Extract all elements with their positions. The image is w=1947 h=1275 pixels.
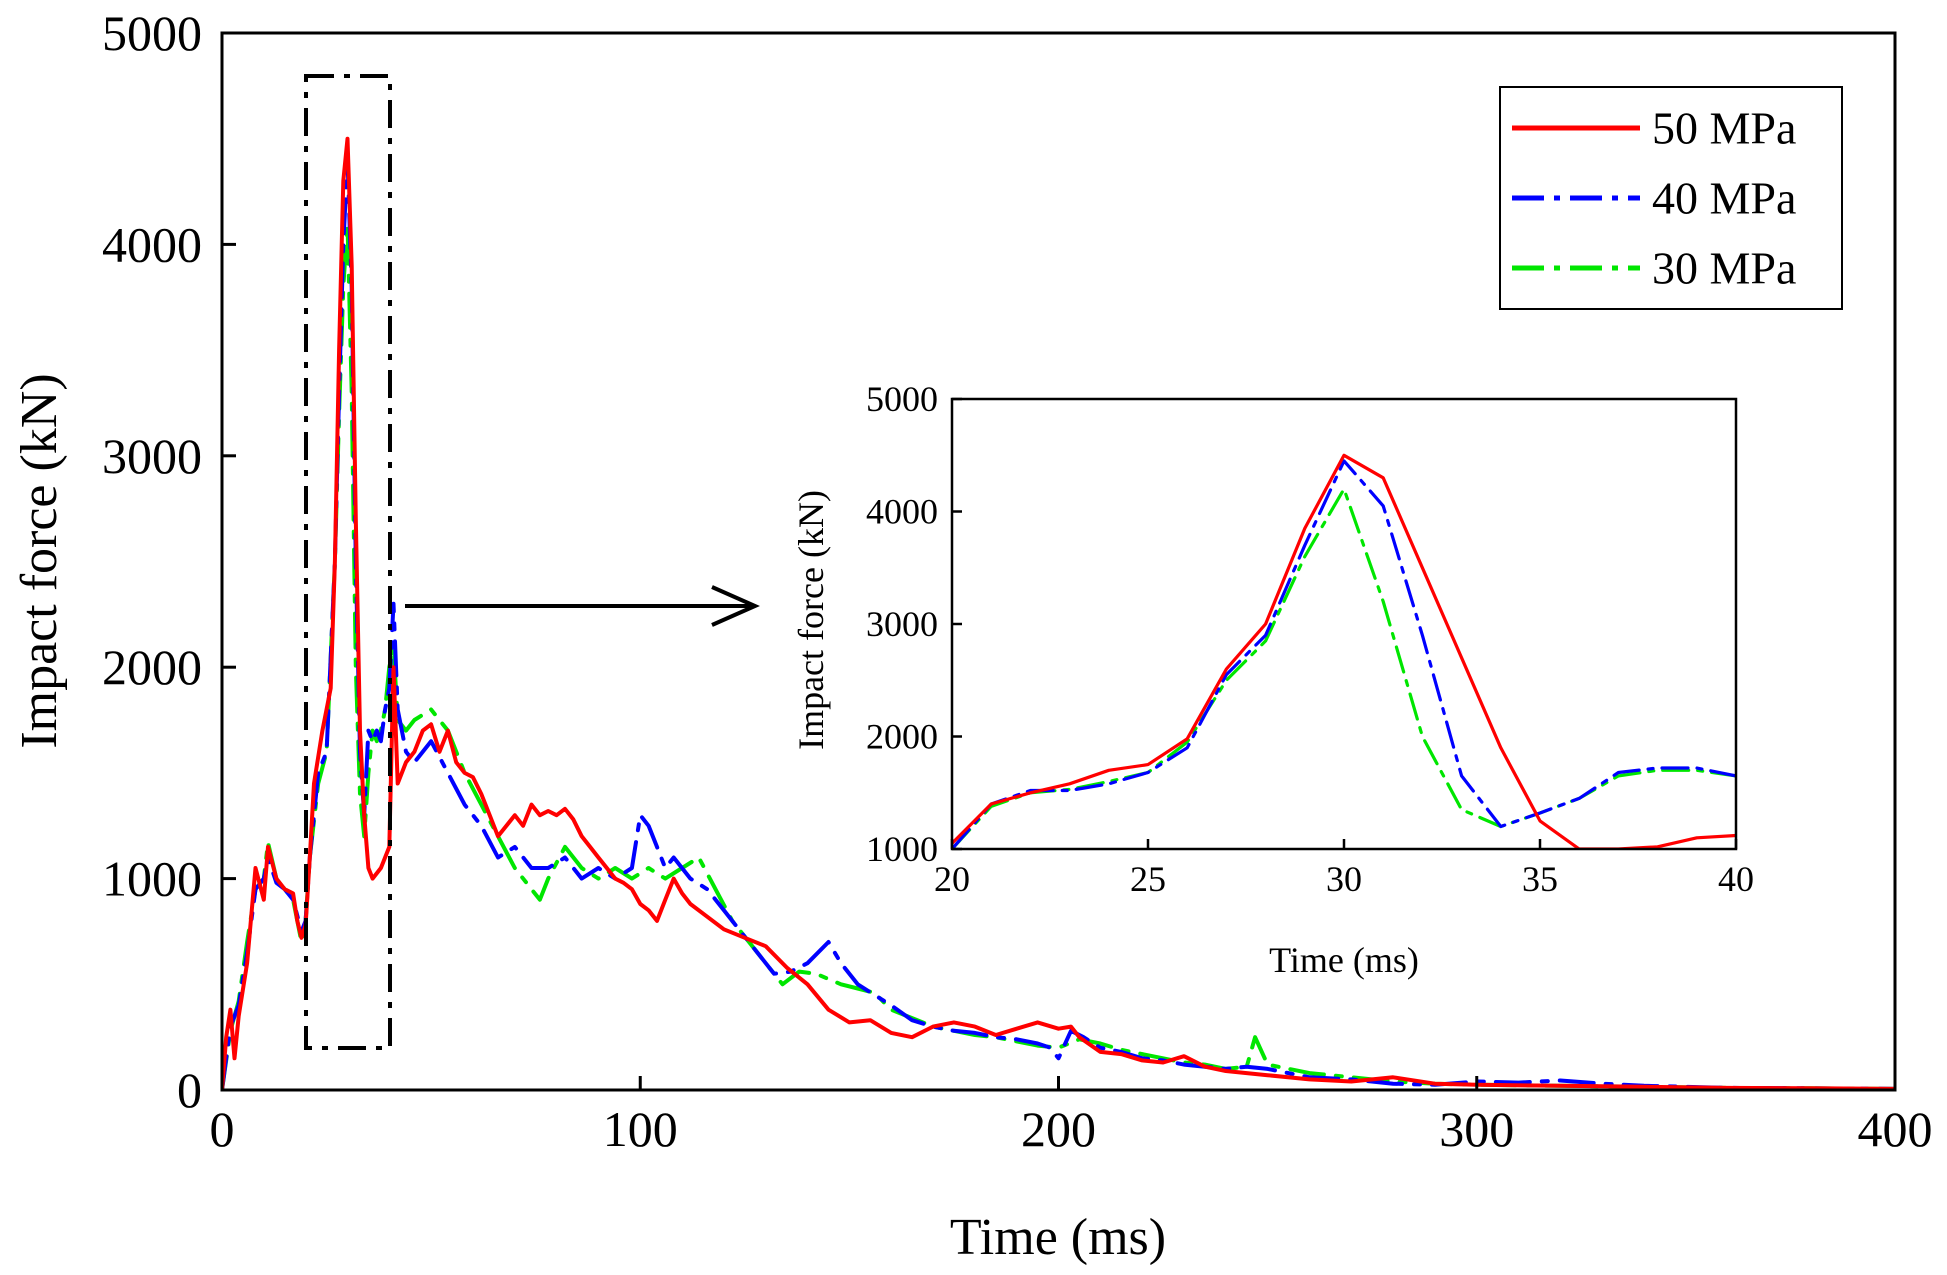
main-x-axis-title: Time (ms)	[950, 1209, 1166, 1266]
inset-x-tick-label: 30	[1326, 859, 1362, 899]
main-x-tick-label: 200	[1021, 1101, 1096, 1157]
main-series-50-mpa	[222, 136, 1895, 1090]
legend: 50 MPa 40 MPa 30 MPa	[1499, 86, 1843, 310]
zoom-indicator	[304, 74, 760, 1050]
zoom-region-box	[304, 74, 392, 1050]
legend-label-40-mpa: 40 MPa	[1652, 173, 1796, 224]
inset-plot-background	[952, 399, 1736, 849]
inset-y-tick-label: 3000	[866, 604, 938, 644]
legend-label-50-mpa: 50 MPa	[1652, 103, 1796, 154]
legend-label-30-mpa: 30 MPa	[1652, 243, 1796, 294]
main-x-ticks: 0 100 200 300 400	[210, 1076, 1933, 1157]
main-y-tick-label: 4000	[102, 216, 202, 272]
main-y-tick-label: 0	[177, 1062, 202, 1118]
main-plot: 0 100 200 300 400 0 1000 2000 3000 4000 5000 Time…	[11, 5, 1933, 1266]
inset-y-tick-label: 2000	[866, 717, 938, 757]
inset-plot: 20 25 30 35 40 1000 2000 3000 4000 5000 Time (ms…	[791, 379, 1754, 980]
inset-y-tick-label: 1000	[866, 829, 938, 869]
inset-x-tick-label: 35	[1522, 859, 1558, 899]
main-y-axis-title: Impact force (kN)	[11, 373, 68, 748]
main-y-tick-label: 5000	[102, 5, 202, 61]
inset-series-40-mpa	[952, 459, 1736, 849]
inset-x-axis-title: Time (ms)	[1269, 940, 1419, 980]
inset-y-tick-label: 4000	[866, 492, 938, 532]
main-y-tick-label: 1000	[102, 851, 202, 907]
main-x-tick-label: 0	[210, 1101, 235, 1157]
zoom-arrow-head	[711, 585, 760, 627]
inset-series-50-mpa	[952, 453, 1736, 849]
inset-series-group	[952, 453, 1736, 849]
inset-x-ticks: 20 25 30 35 40	[934, 839, 1754, 899]
inset-x-tick-label: 25	[1130, 859, 1166, 899]
main-series-30-mpa	[222, 221, 1895, 1090]
inset-y-ticks: 1000 2000 3000 4000 5000	[866, 379, 962, 869]
main-x-tick-label: 400	[1858, 1101, 1933, 1157]
inset-x-tick-label: 40	[1718, 859, 1754, 899]
inset-x-tick-label: 20	[934, 859, 970, 899]
inset-y-axis-title: Impact force (kN)	[791, 490, 831, 750]
inset-y-tick-label: 5000	[866, 379, 938, 419]
main-series-group	[222, 136, 1895, 1090]
main-y-tick-label: 2000	[102, 639, 202, 695]
main-x-tick-label: 300	[1439, 1101, 1514, 1157]
main-y-ticks: 0 1000 2000 3000 4000 5000	[102, 5, 236, 1118]
main-y-tick-label: 3000	[102, 428, 202, 484]
main-x-tick-label: 100	[603, 1101, 678, 1157]
